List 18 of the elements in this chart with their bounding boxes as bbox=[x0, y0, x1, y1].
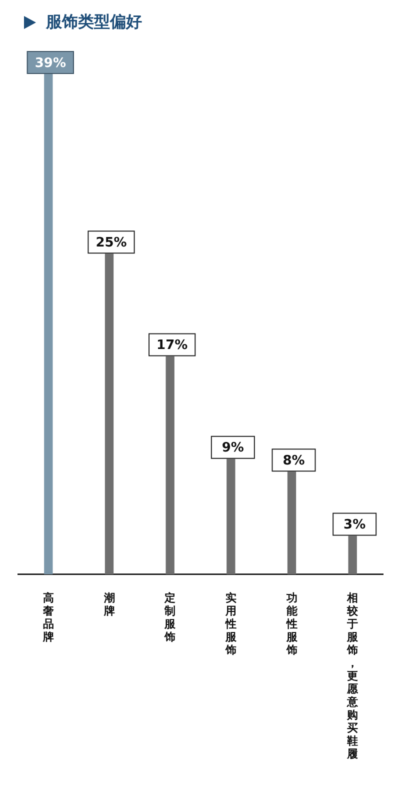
x-tick-label: 潮牌 bbox=[102, 592, 115, 618]
bar bbox=[226, 458, 236, 574]
data-label: 8% bbox=[282, 454, 305, 469]
x-tick-label: 实用性服饰 bbox=[224, 592, 238, 657]
bar bbox=[166, 356, 174, 574]
x-tick-label: 功能性服饰 bbox=[285, 592, 298, 657]
bar bbox=[348, 535, 357, 574]
data-label: 39% bbox=[34, 56, 66, 71]
data-label: 25% bbox=[96, 235, 127, 250]
data-label: 17% bbox=[156, 338, 188, 354]
data-label: 3% bbox=[344, 518, 366, 533]
bar bbox=[287, 471, 296, 574]
x-tick-label: 定制服饰 bbox=[164, 592, 177, 644]
chart-title: 服饰类型偏好 bbox=[46, 12, 142, 32]
bar bbox=[104, 253, 114, 574]
data-label: 9% bbox=[222, 440, 244, 456]
category-label: 相较于服饰，更愿意购买鞋履 bbox=[347, 592, 358, 760]
x-tick-label: 高奢品牌 bbox=[42, 592, 55, 644]
